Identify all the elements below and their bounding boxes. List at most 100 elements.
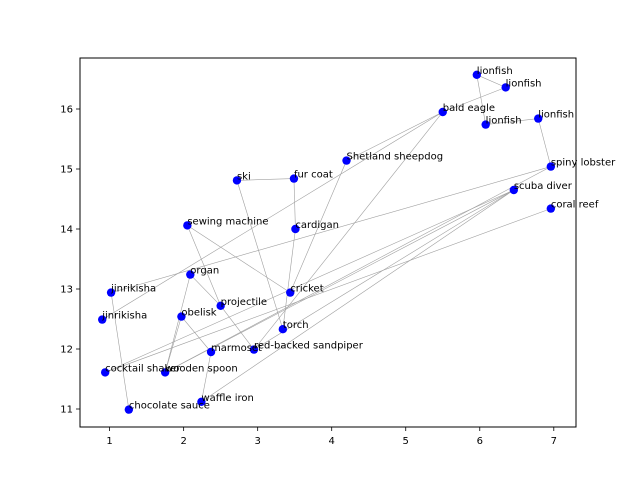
graph-edge xyxy=(105,208,551,373)
point-label: marmoset xyxy=(211,343,262,354)
x-tick-label: 1 xyxy=(106,436,112,447)
y-tick-label: 14 xyxy=(60,225,73,236)
data-point xyxy=(501,83,510,92)
data-point xyxy=(177,312,186,321)
data-point xyxy=(98,315,107,324)
y-tick-label: 12 xyxy=(60,345,73,356)
point-label: coral reef xyxy=(551,200,599,211)
y-tick-label: 13 xyxy=(60,285,73,296)
point-label: red-backed sandpiper xyxy=(254,341,364,352)
data-point xyxy=(546,162,556,171)
data-point xyxy=(106,288,116,297)
point-label: cocktail shaker xyxy=(105,363,181,374)
graph-edge xyxy=(289,160,347,293)
graph-edge xyxy=(236,178,294,181)
point-label: cardigan xyxy=(295,220,339,231)
x-axis-ticks: 1 2 3 4 5 6 7 xyxy=(106,427,557,447)
graph-edge xyxy=(201,189,514,403)
point-label: scuba diver xyxy=(514,181,573,192)
graph-edge xyxy=(442,87,506,113)
point-label: organ xyxy=(190,266,219,277)
point-label: obelisk xyxy=(181,308,216,319)
data-point xyxy=(183,221,192,230)
data-point xyxy=(197,397,206,406)
data-point xyxy=(100,368,110,377)
graph-edge xyxy=(476,74,486,125)
data-point xyxy=(216,301,225,310)
data-point xyxy=(124,405,134,414)
data-point xyxy=(481,120,490,129)
data-point xyxy=(249,345,259,354)
point-label: jinrikisha xyxy=(110,284,156,295)
point-label: lionfish xyxy=(477,66,513,77)
data-point xyxy=(546,204,556,213)
data-point xyxy=(186,270,195,279)
graph-edge xyxy=(105,189,514,373)
x-tick-label: 5 xyxy=(403,436,409,447)
point-label: Shetland sheepdog xyxy=(347,152,444,163)
point-label: lionfish xyxy=(506,78,542,89)
x-tick-label: 7 xyxy=(551,436,557,447)
edges-layer xyxy=(102,74,552,410)
data-point xyxy=(291,224,300,234)
data-point xyxy=(509,185,519,195)
point-label: waffle iron xyxy=(201,393,253,404)
data-point xyxy=(278,325,288,334)
data-point xyxy=(342,156,351,165)
graph-edge xyxy=(537,118,552,167)
graph-edge xyxy=(187,225,291,293)
graph-edge xyxy=(110,292,130,410)
graph-edge xyxy=(102,111,443,320)
point-label: jinrikisha xyxy=(101,311,147,322)
graph-edge xyxy=(111,166,551,293)
data-point xyxy=(472,70,481,80)
x-tick-label: 2 xyxy=(180,436,186,447)
graph-edge xyxy=(476,74,506,88)
graph-edge xyxy=(282,228,296,330)
data-point xyxy=(534,114,543,123)
graph-edge xyxy=(293,178,296,230)
point-label: projectile xyxy=(221,297,267,308)
data-point xyxy=(160,368,170,377)
graph-edge xyxy=(190,274,221,307)
point-label: lionfish xyxy=(486,116,522,127)
point-label: cricket xyxy=(290,284,323,295)
y-tick-label: 16 xyxy=(60,105,73,116)
point-label: spiny lobster xyxy=(551,158,616,169)
graph-edge xyxy=(164,189,514,373)
point-label: chocolate sauce xyxy=(129,401,210,412)
graph-edge xyxy=(164,316,182,373)
point-label: torch xyxy=(283,320,309,331)
data-point xyxy=(206,347,216,357)
data-point xyxy=(232,176,242,185)
y-tick-label: 15 xyxy=(60,165,73,176)
data-point xyxy=(286,288,295,297)
graph-edge xyxy=(236,180,284,330)
data-point xyxy=(289,174,299,183)
graph-edge xyxy=(485,118,539,125)
y-tick-label: 11 xyxy=(60,405,73,416)
x-tick-label: 6 xyxy=(477,436,483,447)
point-label: lionfish xyxy=(538,110,574,121)
x-tick-label: 4 xyxy=(329,436,335,447)
graph-edge xyxy=(181,316,212,353)
plot-area-frame xyxy=(79,57,577,428)
point-label: sewing machine xyxy=(187,216,268,227)
points-layer xyxy=(98,70,556,414)
y-axis-ticks: 11 12 13 14 15 16 xyxy=(60,105,80,416)
point-label: fur coat xyxy=(294,170,333,181)
x-tick-label: 3 xyxy=(254,436,260,447)
data-point xyxy=(438,107,447,117)
graph-edge xyxy=(187,225,221,306)
point-label: bald eagle xyxy=(443,103,495,114)
graph-edge xyxy=(346,111,443,161)
graph-edge xyxy=(201,351,212,402)
graph-edge xyxy=(164,166,551,373)
graph-edge xyxy=(164,274,191,373)
point-label: ski xyxy=(237,171,251,182)
point-label: wooden spoon xyxy=(165,363,238,374)
graph-edge xyxy=(220,305,255,350)
